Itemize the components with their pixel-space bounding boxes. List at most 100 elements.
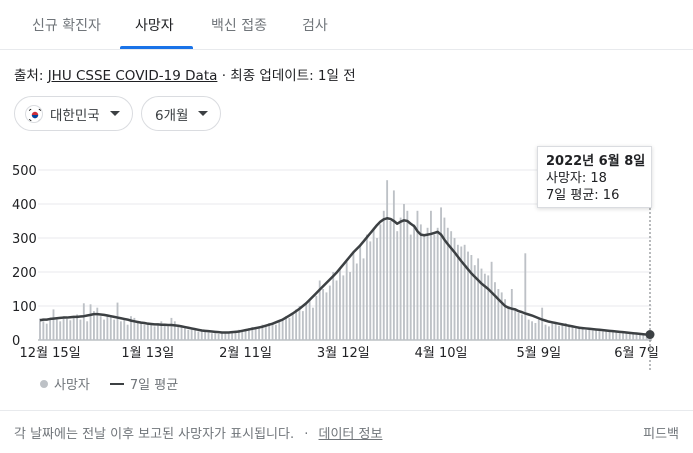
bar [605, 329, 608, 340]
data-info-link[interactable]: 데이터 정보 [318, 427, 383, 442]
y-tick-label: 400 [12, 198, 37, 213]
bar [537, 319, 540, 340]
bar [477, 258, 480, 340]
bar [355, 263, 358, 340]
bar [106, 314, 109, 340]
bar [588, 329, 591, 340]
source-link[interactable]: JHU CSSE COVID-19 Data [47, 68, 218, 84]
bar [376, 238, 378, 340]
footer-note: 각 날짜에는 전날 이후 보고된 사망자가 표시됩니다. · 데이터 정보 [14, 423, 382, 442]
bar [571, 327, 574, 340]
bar [133, 317, 136, 340]
bar [271, 323, 274, 340]
bar [89, 304, 92, 340]
bar [524, 253, 527, 340]
bar [227, 333, 230, 340]
bar [200, 329, 203, 340]
bar [504, 299, 507, 340]
bar [517, 312, 520, 340]
korea-flag-icon [25, 104, 43, 123]
bar [140, 323, 143, 340]
bar [264, 325, 267, 340]
bar [608, 330, 611, 340]
bar [92, 311, 95, 340]
x-axis-labels: 12월 15일 1월 13일 2월 11일 3월 12일 4월 10일 5월 9일 6월 7… [20, 346, 659, 361]
bar [622, 331, 624, 340]
x-tick-label: 6월 7일 [614, 346, 659, 361]
bar [285, 316, 287, 340]
bar [386, 180, 389, 340]
bar [325, 292, 328, 340]
bar [82, 303, 85, 340]
bar [359, 244, 362, 340]
bar [328, 285, 331, 340]
deaths-chart[interactable]: 0 100 200 300 400 500 12월 15일 1월 13일 2월 11일 3월 1… [0, 140, 693, 372]
bar [76, 314, 78, 340]
tab-deaths[interactable]: 사망자 [135, 18, 174, 34]
y-tick-label: 0 [12, 334, 20, 349]
bar [72, 317, 75, 340]
bar [379, 224, 382, 340]
bar [39, 318, 41, 340]
x-tick-label: 2월 11일 [219, 346, 272, 361]
bar [541, 307, 544, 340]
tooltip-date: 2022년 6월 8일 [546, 154, 646, 169]
bar [551, 323, 554, 340]
y-tick-label: 500 [12, 164, 37, 179]
bar [558, 325, 560, 340]
chart-bars [39, 180, 651, 340]
bar [578, 326, 581, 340]
bar [365, 234, 368, 340]
bar [497, 289, 500, 340]
bar [99, 316, 102, 340]
bar [261, 324, 264, 340]
x-tick-label: 3월 12일 [317, 346, 370, 361]
bar [69, 320, 72, 340]
bar [109, 316, 112, 340]
bar [86, 321, 89, 340]
bar [581, 328, 584, 340]
footer-separator: · [304, 427, 309, 442]
line-legend-swatch [109, 382, 124, 385]
bar [403, 204, 405, 340]
bar [163, 324, 166, 340]
bar [382, 210, 385, 340]
bar [396, 231, 399, 340]
chevron-down-icon [109, 111, 120, 116]
period-dropdown[interactable]: 6개월 [141, 96, 221, 131]
bar [591, 330, 594, 340]
line-legend-label: 7일 평균 [129, 378, 179, 393]
bar [173, 321, 176, 340]
bar [470, 255, 473, 340]
footer: 각 날짜에는 전날 이후 보고된 사망자가 표시됩니다. · 데이터 정보 피드… [0, 410, 693, 453]
tab-vaccinations[interactable]: 백신 접종 [211, 18, 267, 34]
bar [531, 321, 533, 340]
tab-tests[interactable]: 검사 [302, 18, 328, 34]
bar [221, 332, 223, 340]
bar [123, 319, 126, 340]
bar [214, 333, 217, 340]
bar [170, 317, 173, 340]
bar [349, 272, 351, 340]
bar [423, 234, 426, 340]
bar [430, 210, 432, 340]
y-tick-label: 200 [12, 266, 37, 281]
bar [322, 289, 325, 340]
feedback-link[interactable]: 피드백 [643, 427, 679, 442]
bar [190, 329, 193, 340]
tab-new-cases[interactable]: 신규 확진자 [32, 18, 101, 34]
x-tick-label: 5월 9일 [516, 346, 561, 361]
region-dropdown[interactable]: 대한민국 [14, 96, 133, 131]
chevron-down-icon [198, 111, 209, 116]
bar [96, 307, 99, 340]
bar [217, 333, 220, 340]
bar [598, 330, 601, 340]
bar [446, 227, 449, 340]
bar [638, 333, 641, 340]
bar [352, 251, 355, 340]
bar [409, 234, 412, 340]
bar [406, 210, 409, 340]
bar [483, 273, 486, 340]
bar [160, 321, 163, 340]
bar [42, 321, 45, 340]
